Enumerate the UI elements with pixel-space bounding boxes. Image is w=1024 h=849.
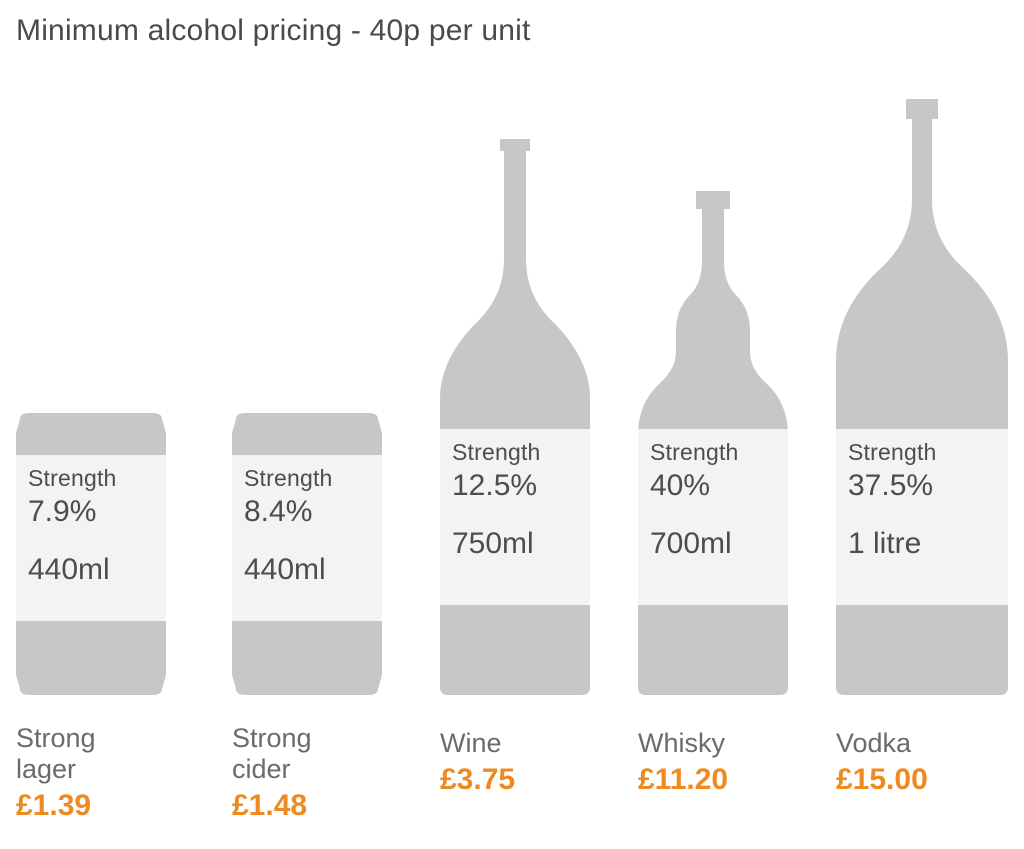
label-text: Strength 37.5% 1 litre — [836, 429, 1018, 605]
drink-price: £11.20 — [638, 763, 728, 797]
volume-value: 440ml — [244, 553, 326, 587]
volume-value: 700ml — [650, 527, 732, 561]
label-text: Strength 40% 700ml — [638, 429, 798, 605]
label-text: Strength 7.9% 440ml — [16, 455, 176, 621]
drink-lager: Strength 7.9% 440ml Stronglager £1.39 — [16, 70, 166, 849]
drink-name: Strongcider — [232, 723, 312, 785]
volume-value: 750ml — [452, 527, 534, 561]
drink-whisky: Strength 40% 700ml Whisky £11.20 — [638, 70, 788, 849]
strength-value: 37.5% — [848, 469, 933, 503]
drink-name: Vodka — [836, 728, 911, 759]
drink-cider: Strength 8.4% 440ml Strongcider £1.48 — [232, 70, 382, 849]
drink-vodka: Strength 37.5% 1 litre Vodka £15.00 — [836, 70, 1008, 849]
label-text: Strength 8.4% 440ml — [232, 455, 392, 621]
strength-label: Strength — [848, 439, 937, 466]
drink-name: Wine — [440, 728, 502, 759]
drink-wine: Strength 12.5% 750ml Wine £3.75 — [440, 70, 590, 849]
page-title: Minimum alcohol pricing - 40p per unit — [16, 14, 531, 48]
wine-icon — [440, 139, 590, 695]
strength-value: 40% — [650, 469, 710, 503]
drink-name: Stronglager — [16, 723, 96, 785]
strength-value: 7.9% — [28, 495, 96, 529]
label-text: Strength 12.5% 750ml — [440, 429, 600, 605]
strength-label: Strength — [28, 465, 117, 492]
strength-label: Strength — [452, 439, 541, 466]
volume-value: 1 litre — [848, 527, 921, 561]
drink-price: £3.75 — [440, 763, 515, 797]
drink-price: £1.39 — [16, 789, 91, 823]
drink-price: £1.48 — [232, 789, 307, 823]
volume-value: 440ml — [28, 553, 110, 587]
drink-name: Whisky — [638, 728, 725, 759]
drink-price: £15.00 — [836, 763, 928, 797]
strength-label: Strength — [244, 465, 333, 492]
strength-value: 8.4% — [244, 495, 312, 529]
vodka-icon — [836, 99, 1008, 695]
infographic-stage: Strength7.9%440mlStronglager£1.39Strengt… — [0, 70, 1024, 849]
strength-label: Strength — [650, 439, 739, 466]
strength-value: 12.5% — [452, 469, 537, 503]
